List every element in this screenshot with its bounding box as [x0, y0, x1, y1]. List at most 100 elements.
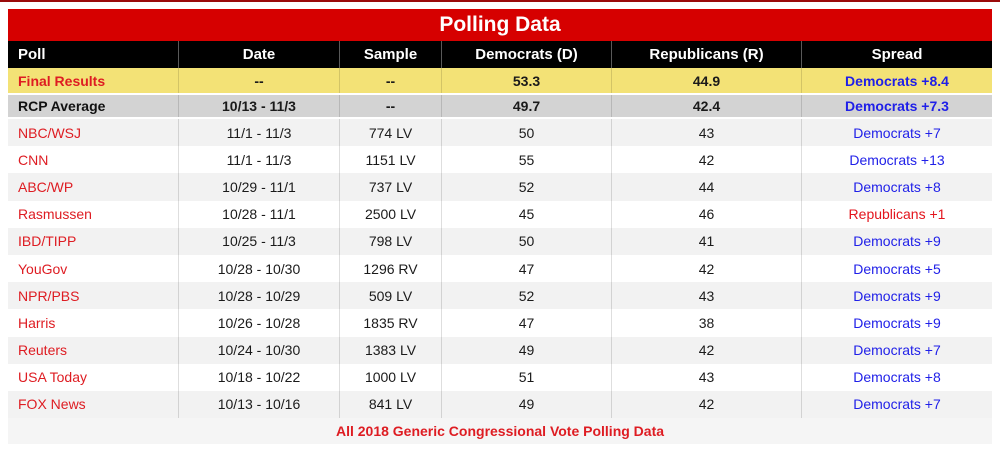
date-cell: 10/26 - 10/28	[179, 309, 340, 337]
sample-cell: 1151 LV	[340, 146, 442, 174]
republicans-cell: 43	[612, 363, 802, 391]
spread-cell: Democrats +8	[853, 178, 941, 195]
spread-cell: Democrats +7	[853, 342, 941, 359]
democrats-cell: 52	[442, 173, 612, 201]
date-cell: 11/1 - 11/3	[179, 119, 340, 147]
republicans-cell: 38	[612, 309, 802, 337]
republicans-cell: 43	[612, 119, 802, 147]
democrats-cell: 52	[442, 282, 612, 310]
spread-cell: Republicans +1	[848, 206, 946, 223]
poll-cell[interactable]: NPR/PBS	[8, 282, 179, 310]
democrats-cell: 49	[442, 336, 612, 364]
date-cell: 11/1 - 11/3	[179, 146, 340, 174]
spread-cell: Democrats +9	[853, 314, 941, 331]
republicans-cell: 41	[612, 227, 802, 255]
table-body: Final Results -- -- 53.3 44.9 Democrats +8.4 R…	[8, 68, 992, 419]
spread-cell: Democrats +8.4	[845, 72, 949, 89]
democrats-cell: 49	[442, 390, 612, 419]
spread-cell: Democrats +7	[853, 124, 941, 141]
sample-cell: 1383 LV	[340, 336, 442, 364]
spread-cell: Democrats +9	[853, 233, 941, 250]
polling-table: Polling Data Poll Date Sample Democrats …	[8, 9, 992, 445]
sample-cell: 798 LV	[340, 227, 442, 255]
table-row-rcp-average: RCP Average 10/13 - 11/3 -- 49.7 42.4 Democra…	[8, 95, 992, 119]
table-row: CNN 11/1 - 11/3 1151 LV 55 42 Democrats +13	[8, 146, 992, 174]
sample-cell: 2500 LV	[340, 200, 442, 228]
republicans-cell: 43	[612, 282, 802, 310]
table-row: FOX News 10/13 - 10/16 841 LV 49 42 Democrats…	[8, 390, 992, 419]
poll-cell[interactable]: USA Today	[8, 363, 179, 391]
democrats-cell: 45	[442, 200, 612, 228]
republicans-cell: 42	[612, 336, 802, 364]
spread-cell: Democrats +7	[853, 396, 941, 413]
date-cell: 10/18 - 10/22	[179, 363, 340, 391]
table-row: NPR/PBS 10/28 - 10/29 509 LV 52 43 Democrats …	[8, 282, 992, 310]
date-cell: 10/24 - 10/30	[179, 336, 340, 364]
table-row-final-results: Final Results -- -- 53.3 44.9 Democrats +8.4	[8, 68, 992, 95]
spread-cell: Democrats +8	[853, 369, 941, 386]
sample-cell: --	[340, 68, 442, 93]
date-cell: 10/28 - 10/30	[179, 254, 340, 283]
poll-cell[interactable]: Harris	[8, 309, 179, 337]
column-header-republicans: Republicans (R)	[612, 41, 802, 68]
spread-cell: Democrats +5	[853, 260, 941, 277]
table-row: NBC/WSJ 11/1 - 11/3 774 LV 50 43 Democrats +7	[8, 119, 992, 147]
table-row: IBD/TIPP 10/25 - 11/3 798 LV 50 41 Democrats …	[8, 227, 992, 255]
democrats-cell: 50	[442, 227, 612, 255]
table-title: Polling Data	[8, 9, 992, 41]
republicans-cell: 44	[612, 173, 802, 201]
date-cell: 10/28 - 10/29	[179, 282, 340, 310]
poll-cell[interactable]: YouGov	[8, 254, 179, 283]
column-header-sample: Sample	[340, 41, 442, 68]
poll-cell: RCP Average	[8, 95, 179, 117]
republicans-cell: 42	[612, 146, 802, 174]
poll-cell: Final Results	[8, 68, 179, 93]
sample-cell: 841 LV	[340, 390, 442, 419]
table-row: ABC/WP 10/29 - 11/1 737 LV 52 44 Democrats +8	[8, 173, 992, 201]
column-header-poll: Poll	[8, 41, 179, 68]
sample-cell: 1000 LV	[340, 363, 442, 391]
sample-cell: 1835 RV	[340, 309, 442, 337]
date-cell: 10/29 - 11/1	[179, 173, 340, 201]
date-cell: --	[179, 68, 340, 93]
sample-cell: 509 LV	[340, 282, 442, 310]
poll-cell[interactable]: ABC/WP	[8, 173, 179, 201]
spread-cell: Democrats +7.3	[845, 98, 949, 114]
democrats-cell: 50	[442, 119, 612, 147]
democrats-cell: 53.3	[442, 68, 612, 93]
republicans-cell: 46	[612, 200, 802, 228]
poll-cell[interactable]: IBD/TIPP	[8, 227, 179, 255]
democrats-cell: 47	[442, 309, 612, 337]
date-cell: 10/28 - 11/1	[179, 200, 340, 228]
poll-cell[interactable]: Reuters	[8, 336, 179, 364]
table-header-row: Poll Date Sample Democrats (D) Republica…	[8, 41, 992, 68]
republicans-cell: 42.4	[612, 95, 802, 117]
sample-cell: 1296 RV	[340, 254, 442, 283]
top-divider	[0, 0, 1000, 2]
republicans-cell: 44.9	[612, 68, 802, 93]
democrats-cell: 55	[442, 146, 612, 174]
table-caption: All 2018 Generic Congressional Vote Poll…	[8, 418, 992, 445]
table-row: Rasmussen 10/28 - 11/1 2500 LV 45 46 Republic…	[8, 200, 992, 228]
democrats-cell: 47	[442, 254, 612, 283]
spread-cell: Democrats +9	[853, 287, 941, 304]
table-row: Reuters 10/24 - 10/30 1383 LV 49 42 Democrats…	[8, 336, 992, 364]
column-header-democrats: Democrats (D)	[442, 41, 612, 68]
table-row: Harris 10/26 - 10/28 1835 RV 47 38 Democrats …	[8, 309, 992, 337]
democrats-cell: 51	[442, 363, 612, 391]
date-cell: 10/13 - 10/16	[179, 390, 340, 419]
poll-cell[interactable]: Rasmussen	[8, 200, 179, 228]
poll-cell[interactable]: NBC/WSJ	[8, 119, 179, 147]
table-row: YouGov 10/28 - 10/30 1296 RV 47 42 Democrats …	[8, 254, 992, 283]
republicans-cell: 42	[612, 390, 802, 419]
sample-cell: 774 LV	[340, 119, 442, 147]
date-cell: 10/25 - 11/3	[179, 227, 340, 255]
poll-cell[interactable]: CNN	[8, 146, 179, 174]
republicans-cell: 42	[612, 254, 802, 283]
democrats-cell: 49.7	[442, 95, 612, 117]
column-header-date: Date	[179, 41, 340, 68]
column-header-spread: Spread	[871, 46, 923, 63]
sample-cell: --	[340, 95, 442, 117]
poll-cell[interactable]: FOX News	[8, 390, 179, 419]
sample-cell: 737 LV	[340, 173, 442, 201]
